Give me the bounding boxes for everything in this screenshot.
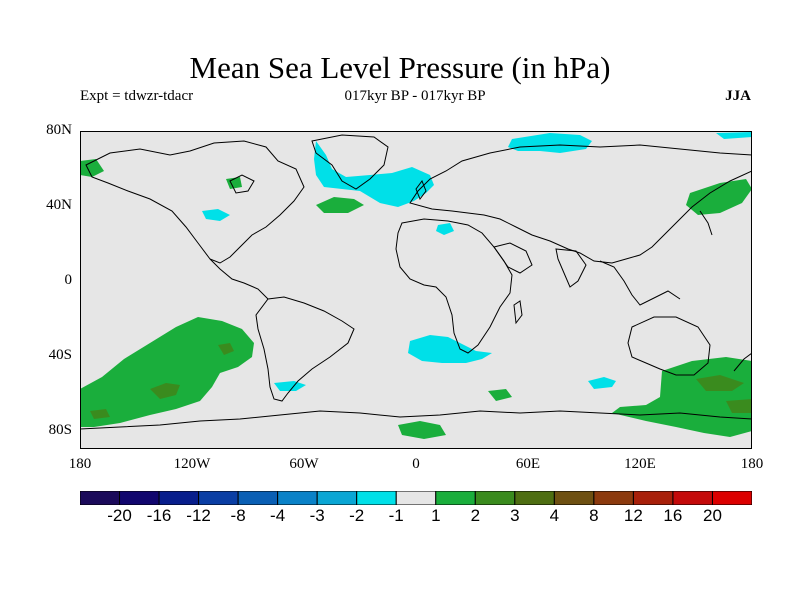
positive-anomaly-south-pacific (80, 317, 254, 427)
lon-label-180w: 180 (68, 456, 92, 472)
coast-hudson-bay (229, 174, 255, 194)
colorbar-swatch (632, 491, 674, 505)
colorbar-label: -20 (107, 506, 132, 525)
positive-anomaly-north-atlantic-mid (316, 197, 364, 213)
negative-anomaly-drake (274, 381, 306, 391)
lon-label-60w: 60W (289, 456, 319, 472)
coast-europe-asia (409, 144, 752, 264)
colorbar-label: -2 (349, 506, 365, 525)
negative-anomaly-south-atlantic (408, 335, 492, 363)
season-label: JJA (725, 88, 751, 104)
colorbar-swatch (119, 491, 160, 505)
colorbar-swatch (356, 491, 397, 505)
coast-arabia (493, 242, 533, 274)
negative-anomaly-mediterranean (436, 223, 454, 235)
colorbar-swatch (435, 491, 476, 505)
colorbar-swatch (711, 491, 752, 505)
colorbar-label: 12 (623, 506, 643, 525)
lat-label-40s: 40S (48, 347, 72, 363)
colorbar-swatch (395, 491, 437, 505)
colorbar-label: -1 (388, 506, 404, 525)
colorbar-label: -12 (186, 506, 211, 525)
period-label: 017kyr BP - 017kyr BP (344, 88, 486, 104)
colorbar-swatch (80, 491, 121, 505)
coast-antarctica (80, 410, 752, 430)
positive-anomaly-south-pacific-core3 (90, 409, 110, 419)
colorbar-label: 4 (549, 506, 560, 525)
colorbar-label: 1 (431, 506, 441, 525)
colorbar-label: 2 (470, 506, 481, 525)
colorbar-label: 20 (703, 506, 722, 525)
colorbar-label: -3 (309, 506, 325, 525)
positive-anomaly-australia-south-core (696, 375, 744, 391)
coast-japan (699, 210, 713, 236)
coast-new-zealand (733, 352, 752, 372)
coast-central-america (209, 258, 269, 300)
colorbar-swatch (514, 491, 555, 505)
map-title: Mean Sea Level Pressure (in hPa) (189, 50, 611, 85)
coast-india (555, 248, 587, 288)
negative-anomaly-north-atlantic (314, 141, 434, 207)
lon-label-120w: 120W (173, 456, 211, 472)
negative-anomaly-arctic-east (716, 132, 752, 139)
colorbar (80, 491, 752, 505)
colorbar-swatch (158, 491, 200, 505)
colorbar-label: 3 (510, 506, 520, 525)
colorbar-label: -16 (146, 506, 172, 525)
positive-anomaly-canada (226, 177, 242, 189)
positive-anomaly-south-pacific-core2 (218, 343, 234, 355)
coastlines (80, 134, 752, 430)
coast-uk (415, 179, 427, 201)
positive-anomaly-antarctic-indian (488, 389, 512, 401)
positive-anomaly-alaska (80, 159, 104, 177)
lat-label-80s: 80S (48, 422, 72, 438)
colorbar-label: -4 (270, 506, 286, 525)
coast-southeast-asia (599, 260, 681, 306)
colorbar-swatch (198, 491, 239, 505)
map-frame (80, 131, 752, 449)
colorbar-swatch (593, 491, 634, 505)
colorbar-label: 8 (589, 506, 599, 525)
colorbar-label: -8 (230, 506, 246, 525)
positive-anomaly-australia-south-core2 (726, 399, 752, 413)
lon-label-120e: 120E (624, 456, 656, 472)
coast-africa (395, 218, 513, 354)
positive-anomaly-antarctic-atlantic (398, 421, 446, 439)
colorbar-swatch (672, 491, 713, 505)
experiment-label: Expt = tdwzr-tdacr (80, 88, 194, 104)
coast-australia (627, 316, 711, 376)
lat-label-80n: 80N (46, 122, 72, 138)
colorbar-swatch (474, 491, 516, 505)
colorbar-swatch (237, 491, 279, 505)
lon-label-0: 0 (412, 456, 420, 472)
lat-label-40n: 40N (46, 197, 72, 213)
colorbar-label: 16 (663, 506, 683, 525)
negative-anomaly-north-pacific (202, 209, 230, 221)
lat-label-equator: 0 (64, 272, 73, 288)
colorbar-swatch (277, 491, 318, 505)
lon-label-60e: 60E (515, 456, 541, 472)
coast-north-america (85, 140, 305, 264)
positive-anomaly-north-pacific (686, 179, 752, 215)
coast-south-america (255, 296, 355, 402)
lon-label-180e: 180 (740, 456, 764, 472)
negative-anomaly-south-indian (588, 377, 616, 389)
negative-anomaly-barents (508, 133, 592, 153)
colorbar-swatch (316, 491, 358, 505)
positive-anomaly-south-pacific-core (150, 383, 180, 399)
colorbar-swatch (553, 491, 595, 505)
world-map (80, 131, 752, 449)
coast-greenland (311, 134, 389, 190)
coast-madagascar (513, 300, 523, 325)
